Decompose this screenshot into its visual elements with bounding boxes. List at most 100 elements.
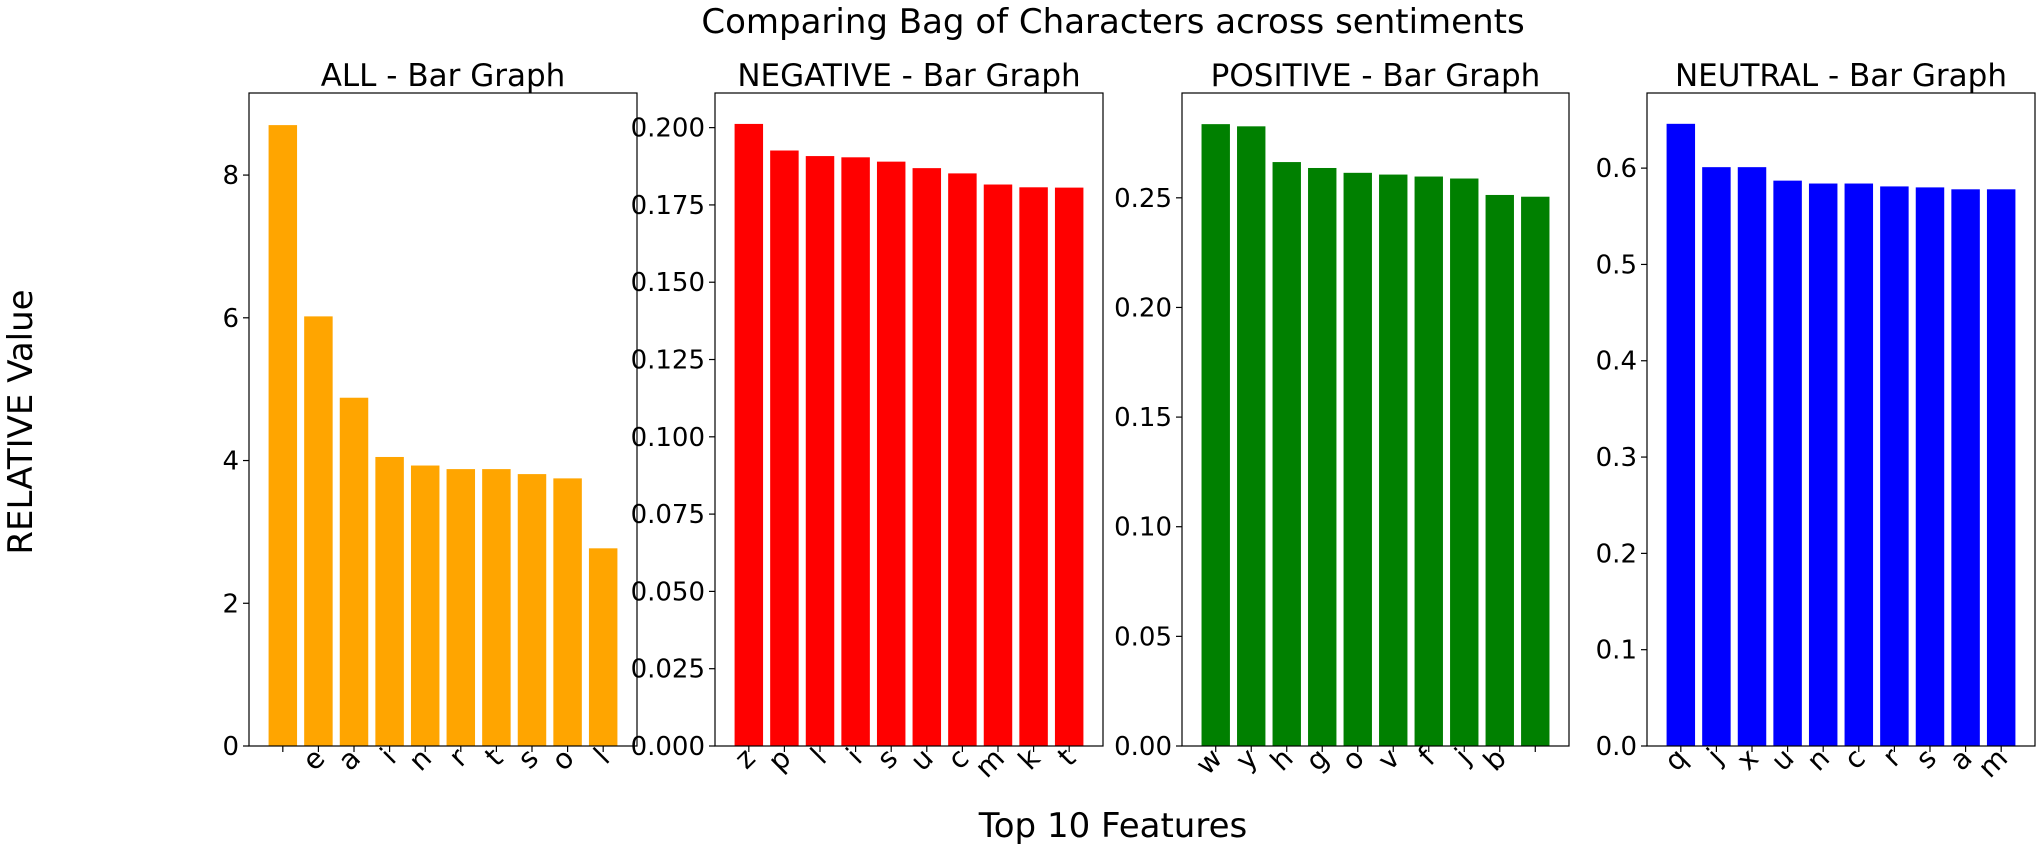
- xtick-label-1-0: z: [728, 742, 762, 776]
- ytick-label-1-6: 0.150: [631, 268, 705, 298]
- xtick-label-2-3: g: [1299, 742, 1335, 778]
- bar-2-7: [1450, 178, 1479, 746]
- subplot-2: 0.000.050.100.150.200.25w y h g o v f j b POSITI…: [1114, 58, 1570, 782]
- bar-3-7: [1915, 187, 1945, 746]
- bar-2-0: [1201, 124, 1230, 746]
- ytick-label-3-2: 0.2: [1596, 539, 1637, 569]
- bar-0-6: [482, 469, 511, 746]
- xtick-label-1-4: s: [870, 742, 904, 776]
- bar-1-5: [912, 168, 942, 746]
- bar-3-1: [1702, 167, 1731, 746]
- ytick-label-0-2: 4: [222, 447, 239, 477]
- bar-3-6: [1880, 186, 1909, 747]
- xtick-label-3-9: m: [1972, 742, 2015, 785]
- subplot-title-0: ALL - Bar Graph: [321, 58, 566, 94]
- ytick-label-1-7: 0.175: [631, 191, 705, 221]
- ytick-label-2-0: 0.00: [1114, 732, 1172, 762]
- xtick-label-3-0: q: [1658, 742, 1694, 778]
- subplot-1: 0.000 0.025 0.050 0.075 0.100 0.125 0.150 0.175…: [631, 58, 1104, 784]
- xtick-label-0-4: n: [402, 742, 438, 778]
- bar-2-2: [1272, 162, 1301, 746]
- ytick-label-0-0: 0: [222, 732, 239, 762]
- bar-0-4: [410, 465, 440, 746]
- ytick-label-1-3: 0.075: [631, 500, 705, 530]
- bar-2-6: [1414, 176, 1443, 747]
- ytick-label-2-4: 0.20: [1114, 293, 1172, 323]
- ytick-label-3-0: 0.0: [1596, 732, 1637, 762]
- bar-0-2: [339, 397, 369, 746]
- bar-1-4: [876, 161, 906, 746]
- bar-0-0: [268, 125, 298, 747]
- axes-frame-0: [248, 92, 638, 747]
- bar-1-0: [734, 123, 764, 747]
- ytick-label-3-6: 0.6: [1596, 154, 1637, 184]
- bar-2-9: [1521, 196, 1550, 747]
- xtick-label-0-8: o: [545, 742, 580, 777]
- xtick-label-3-3: u: [1765, 742, 1801, 778]
- bar-0-3: [375, 456, 404, 746]
- figure-xlabel: Top 10 Features: [978, 806, 1247, 846]
- ytick-label-2-5: 0.25: [1114, 184, 1172, 214]
- xtick-label-2-4: o: [1335, 742, 1370, 777]
- bar-3-8: [1951, 189, 1980, 746]
- xtick-label-0-2: a: [331, 742, 366, 777]
- ytick-label-3-4: 0.4: [1596, 347, 1637, 377]
- bar-2-8: [1485, 194, 1514, 746]
- xtick-label-2-2: h: [1264, 742, 1300, 778]
- ytick-label-1-1: 0.025: [631, 655, 705, 685]
- bar-1-2: [805, 156, 835, 746]
- ytick-label-2-2: 0.10: [1114, 513, 1172, 543]
- ytick-label-3-3: 0.3: [1596, 443, 1637, 473]
- bar-1-1: [770, 150, 799, 746]
- bar-1-6: [948, 173, 977, 746]
- xtick-label-2-8: b: [1477, 742, 1513, 778]
- ytick-label-2-1: 0.05: [1114, 622, 1172, 652]
- bar-1-7: [983, 184, 1013, 746]
- bar-2-3: [1308, 167, 1337, 747]
- ytick-label-1-8: 0.200: [631, 114, 705, 144]
- bar-3-5: [1844, 183, 1874, 746]
- bar-3-0: [1666, 123, 1696, 746]
- figure-ylabel: RELATIVE Value: [1, 289, 41, 554]
- xtick-label-3-7: s: [1909, 742, 1943, 776]
- bar-1-3: [841, 157, 870, 746]
- xtick-label-2-0: w: [1189, 742, 1229, 782]
- bar-3-3: [1773, 180, 1802, 746]
- ytick-label-3-1: 0.1: [1596, 636, 1637, 666]
- bar-2-1: [1237, 126, 1266, 746]
- axes-frame-3: [1646, 92, 2036, 747]
- bar-0-5: [446, 469, 476, 746]
- ytick-label-1-2: 0.050: [631, 577, 705, 607]
- bar-3-4: [1808, 183, 1838, 746]
- bar-1-9: [1054, 187, 1084, 747]
- ytick-label-0-1: 2: [222, 589, 239, 619]
- bar-0-7: [517, 474, 547, 746]
- xtick-label-2-1: y: [1229, 742, 1264, 777]
- xtick-label-0-7: s: [511, 742, 545, 776]
- figure-suptitle: Comparing Bag of Characters across senti…: [701, 2, 1524, 42]
- bar-1-8: [1019, 187, 1048, 747]
- ytick-label-1-4: 0.100: [631, 423, 705, 453]
- xtick-label-1-5: u: [904, 742, 940, 778]
- ytick-label-1-0: 0.000: [631, 732, 705, 762]
- ytick-label-3-5: 0.5: [1596, 250, 1637, 280]
- bar-2-5: [1379, 174, 1408, 746]
- ytick-label-2-3: 0.15: [1114, 403, 1172, 433]
- bar-2-4: [1343, 172, 1372, 746]
- ytick-label-0-3: 6: [222, 304, 239, 334]
- xtick-label-0-1: e: [296, 742, 332, 778]
- bar-0-8: [553, 478, 582, 746]
- ytick-label-0-4: 8: [222, 161, 239, 191]
- subplot-title-1: NEGATIVE - Bar Graph: [737, 58, 1080, 94]
- subplot-title-2: POSITIVE - Bar Graph: [1211, 58, 1541, 94]
- xtick-label-1-1: p: [761, 742, 797, 778]
- axes-frame-2: [1181, 92, 1570, 747]
- axes-frame-1: [714, 92, 1104, 747]
- xtick-label-3-2: x: [1730, 742, 1765, 777]
- subplot-title-3: NEUTRAL - Bar Graph: [1675, 58, 2007, 94]
- xtick-label-3-5: c: [1838, 742, 1872, 776]
